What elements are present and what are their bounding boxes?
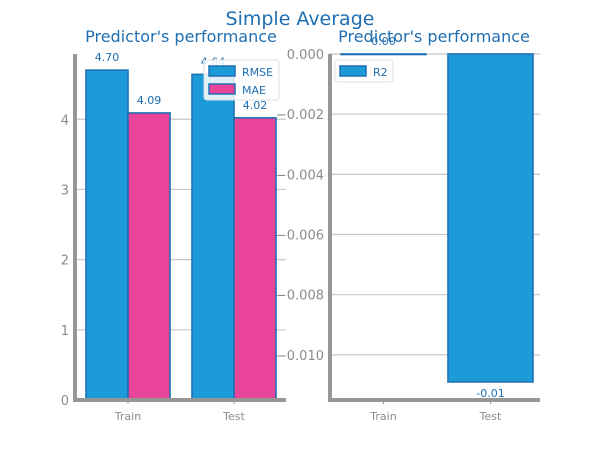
data-label: 4.70 — [95, 51, 120, 64]
y-tick-label: 4 — [61, 113, 69, 128]
chart-right: Predictor's performance 0.000 −0.002 −0.00… — [276, 27, 540, 423]
figure-suptitle: Simple Average — [226, 8, 375, 30]
y-tick-label: −0.006 — [276, 229, 324, 244]
y-tick-label: −0.010 — [276, 349, 324, 364]
y-tick-label: 0.000 — [287, 48, 324, 63]
y-tick-label: 3 — [61, 183, 69, 198]
bar-r2-test — [447, 53, 534, 383]
legend-label: MAE — [242, 84, 266, 97]
y-tick-label: 0 — [61, 394, 69, 409]
chart-left-title: Predictor's performance — [85, 27, 277, 46]
bar-r2-train — [340, 53, 427, 56]
x-tick-label: Test — [479, 410, 502, 423]
data-label: -0.01 — [476, 387, 504, 400]
data-label: 0.00 — [371, 35, 396, 48]
legend-label: R2 — [373, 66, 388, 79]
bar-mae-train — [127, 112, 171, 401]
y-tick-label: −0.004 — [276, 168, 324, 183]
legend-label: RMSE — [242, 66, 273, 79]
legend-swatch — [208, 65, 236, 77]
x-tick-label: Test — [222, 410, 245, 423]
bar-rmse-train — [85, 69, 129, 401]
y-tick-label: 1 — [61, 324, 69, 339]
x-tick-label: Train — [369, 410, 396, 423]
chart-left: Predictor's performance 0 1 2 3 4 4.70 4.09 Tra… — [61, 27, 286, 423]
x-tick-label: Train — [114, 410, 141, 423]
data-label: 4.02 — [243, 99, 268, 112]
bar-mae-test — [233, 117, 277, 401]
chart-right-title: Predictor's performance — [338, 27, 530, 46]
legend-swatch — [208, 83, 236, 95]
legend-swatch — [339, 65, 367, 77]
y-tick-label: −0.008 — [276, 289, 324, 304]
y-tick-label: 2 — [61, 254, 69, 269]
y-tick-label: −0.002 — [276, 108, 324, 123]
data-label: 4.09 — [137, 94, 162, 107]
bar-rmse-test — [191, 73, 235, 401]
